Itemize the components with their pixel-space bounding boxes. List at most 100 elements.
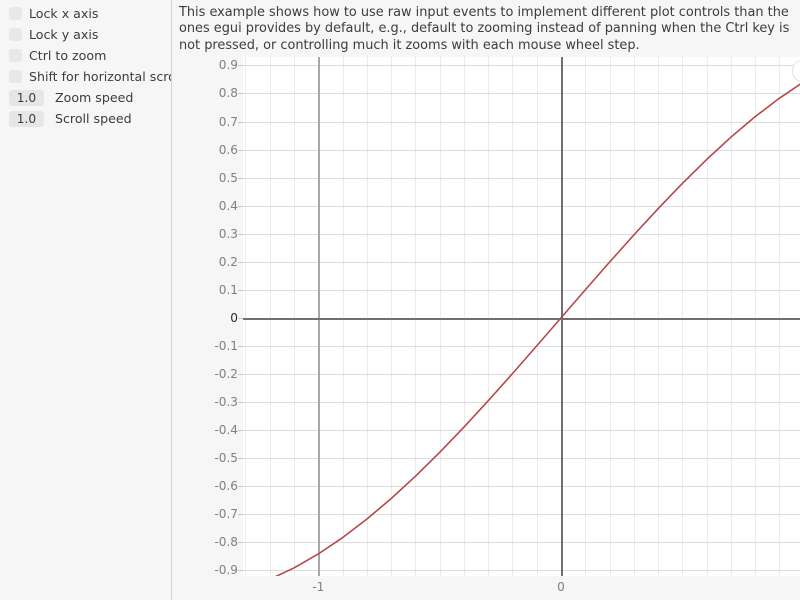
grid-minor-vertical-line (585, 57, 586, 576)
plot-legend[interactable]: Sine (792, 61, 800, 81)
grid-minor-vertical-line (440, 57, 441, 576)
grid-horizontal-line (243, 122, 800, 123)
grid-minor-vertical-line (682, 57, 683, 576)
y-tick-mark (238, 65, 243, 66)
y-tick-mark (238, 374, 243, 375)
y-tick-mark (238, 402, 243, 403)
y-tick-mark (238, 178, 243, 179)
y-tick-mark (238, 206, 243, 207)
y-tick-mark (238, 318, 243, 319)
y-tick-label: -0.6 (214, 479, 238, 494)
y-tick-label: 0.8 (218, 86, 238, 101)
grid-minor-vertical-line (488, 57, 489, 576)
checkbox-row-ctrl-to-zoom[interactable]: Ctrl to zoom (0, 45, 172, 66)
grid-horizontal-line (243, 346, 800, 347)
drag-label-zoom-speed: Zoom speed (55, 90, 134, 105)
grid-horizontal-line (243, 206, 800, 207)
x-tick-label: -1 (312, 580, 325, 594)
drag-row-scroll-speed[interactable]: 1.0 Scroll speed (0, 108, 172, 129)
grid-horizontal-line (243, 542, 800, 543)
grid-horizontal-line (243, 374, 800, 375)
grid-minor-vertical-line (707, 57, 708, 576)
grid-horizontal-line (243, 458, 800, 459)
grid-horizontal-line (243, 262, 800, 263)
grid-horizontal-line (243, 570, 800, 571)
grid-minor-vertical-line (464, 57, 465, 576)
grid-minor-vertical-line (415, 57, 416, 576)
checkbox-row-lock-x-axis[interactable]: Lock x axis (0, 3, 172, 24)
y-tick-label: 0.5 (218, 170, 238, 185)
x-tick-label: 0 (557, 580, 565, 594)
grid-minor-vertical-line (755, 57, 756, 576)
y-tick-mark (238, 346, 243, 347)
grid-horizontal-line (243, 65, 800, 66)
plot-area[interactable]: Sine (243, 57, 800, 576)
y-tick-label: 0.2 (218, 254, 238, 269)
grid-horizontal-line (243, 514, 800, 515)
y-tick-label: 0 (230, 310, 238, 325)
checkbox-label-ctrl-to-zoom: Ctrl to zoom (29, 48, 107, 63)
checkbox-row-shift-horizontal-scroll[interactable]: Shift for horizontal scroll (0, 66, 183, 87)
checkbox-lock-y-axis[interactable] (9, 28, 22, 41)
y-tick-label: -0.7 (214, 507, 238, 522)
grid-horizontal-line (243, 93, 800, 94)
drag-value-scroll-speed[interactable]: 1.0 (9, 110, 44, 127)
y-tick-label: -0.9 (214, 563, 238, 578)
grid-horizontal-line (243, 290, 800, 291)
grid-minor-vertical-line (367, 57, 368, 576)
grid-minor-vertical-line (294, 57, 295, 576)
checkbox-shift-horizontal-scroll[interactable] (9, 70, 22, 83)
drag-value-zoom-speed[interactable]: 1.0 (9, 89, 44, 106)
grid-minor-vertical-line (343, 57, 344, 576)
plot-container[interactable]: 0.9 0.8 0.7 0.6 0.5 0.4 0.3 0.2 0.1 0 -0.1 -0.2 -0.3… (172, 57, 800, 600)
grid-minor-vertical-line (270, 57, 271, 576)
checkbox-row-lock-y-axis[interactable]: Lock y axis (0, 24, 172, 45)
description-text: This example shows how to use raw input … (179, 5, 790, 53)
checkbox-ctrl-to-zoom[interactable] (9, 49, 22, 62)
y-tick-mark (238, 93, 243, 94)
y-tick-mark (238, 570, 243, 571)
drag-label-scroll-speed: Scroll speed (55, 111, 132, 126)
grid-horizontal-line (243, 234, 800, 235)
y-tick-mark (238, 514, 243, 515)
y-tick-mark (238, 150, 243, 151)
grid-horizontal-line (243, 486, 800, 487)
grid-minor-vertical-line (634, 57, 635, 576)
y-tick-label: 0.9 (218, 58, 238, 73)
y-axis-labels: 0.9 0.8 0.7 0.6 0.5 0.4 0.3 0.2 0.1 0 -0.1 -0.2 -0.3… (172, 57, 243, 578)
checkbox-label-lock-y-axis: Lock y axis (29, 27, 99, 42)
y-tick-label: -0.4 (214, 423, 238, 438)
y-tick-label: -0.2 (214, 367, 238, 381)
y-tick-label: -0.3 (214, 395, 238, 410)
checkbox-label-lock-x-axis: Lock x axis (29, 6, 99, 21)
x-zero-axis (243, 318, 800, 320)
checkbox-lock-x-axis[interactable] (9, 7, 22, 20)
grid-horizontal-line (243, 402, 800, 403)
series-sine-line (274, 83, 800, 576)
main-panel: This example shows how to use raw input … (172, 0, 800, 600)
y-tick-label: -0.5 (214, 451, 238, 466)
grid-minor-vertical-line (245, 57, 246, 576)
y-tick-mark (238, 262, 243, 263)
grid-horizontal-line (243, 178, 800, 179)
y-tick-label: 0.1 (218, 282, 238, 297)
grid-minor-vertical-line (391, 57, 392, 576)
y-tick-mark (238, 542, 243, 543)
grid-horizontal-line (243, 150, 800, 151)
drag-row-zoom-speed[interactable]: 1.0 Zoom speed (0, 87, 172, 108)
grid-minor-vertical-line (512, 57, 513, 576)
grid-minor-vertical-line (610, 57, 611, 576)
y-tick-mark (238, 234, 243, 235)
y-tick-label: -0.8 (214, 535, 238, 550)
y-tick-label: 0.4 (218, 198, 238, 213)
grid-horizontal-line (243, 430, 800, 431)
y-tick-mark (238, 486, 243, 487)
grid-minor-vertical-line (779, 57, 780, 576)
y-tick-mark (238, 290, 243, 291)
y-tick-label: 0.3 (218, 226, 238, 241)
grid-major-vertical-line (318, 57, 320, 576)
grid-minor-vertical-line (731, 57, 732, 576)
y-tick-mark (238, 122, 243, 123)
grid-minor-vertical-line (537, 57, 538, 576)
